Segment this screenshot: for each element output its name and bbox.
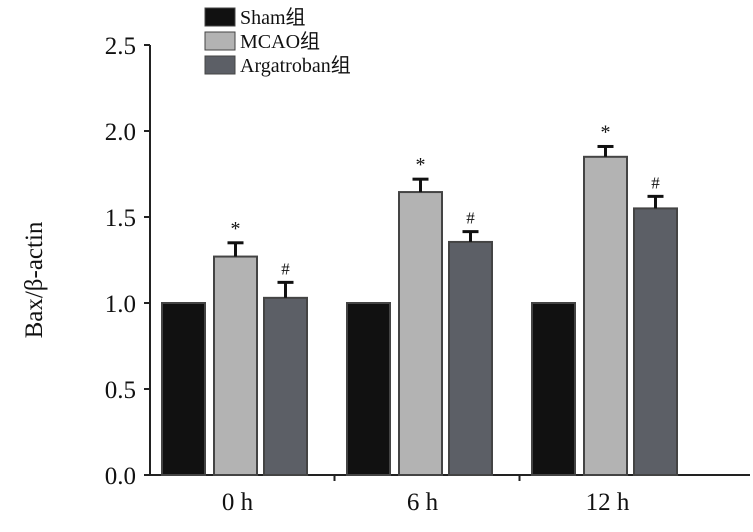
bar-1-2 (583, 155, 628, 477)
y-tick-label: 1.5 (105, 205, 136, 232)
bar-2-1 (448, 240, 493, 476)
bar-0-2 (531, 302, 576, 476)
y-tick-label: 0.0 (105, 463, 136, 490)
axes: 0.0 0.5 1.0 1.5 2.0 2.5 (105, 33, 750, 490)
legend-label: Sham组 (240, 6, 306, 29)
legend-swatch (204, 55, 236, 75)
significance-mark: * (231, 218, 241, 240)
significance-mark: # (651, 173, 660, 192)
significance-mark: # (466, 209, 475, 228)
y-tick-label: 2.0 (105, 119, 136, 146)
legend-swatch (204, 31, 236, 51)
legend-swatch (204, 7, 236, 27)
significance-mark: * (416, 154, 426, 176)
bars: 0 h * #6 h * #12 h * # (161, 121, 678, 516)
bar-1-0 (213, 255, 258, 476)
y-tick-label: 1.0 (105, 291, 136, 318)
bar-2-2 (633, 207, 678, 476)
x-tick-label: 12 h (586, 489, 630, 516)
significance-mark: * (601, 121, 611, 143)
bar-0-1 (346, 302, 391, 476)
significance-mark: # (281, 259, 290, 278)
y-axis-label: Bax/β-actin (21, 221, 48, 338)
bar-0-0 (161, 302, 206, 476)
legend-label: MCAO组 (240, 30, 320, 53)
x-tick-label: 6 h (407, 489, 439, 516)
y-tick-label: 0.5 (105, 377, 136, 404)
bar-2-0 (263, 296, 308, 476)
x-tick-label: 0 h (222, 489, 254, 516)
bar-1-1 (398, 191, 443, 476)
legend-label: Argatroban组 (240, 54, 351, 77)
y-tick-label: 2.5 (105, 33, 136, 60)
